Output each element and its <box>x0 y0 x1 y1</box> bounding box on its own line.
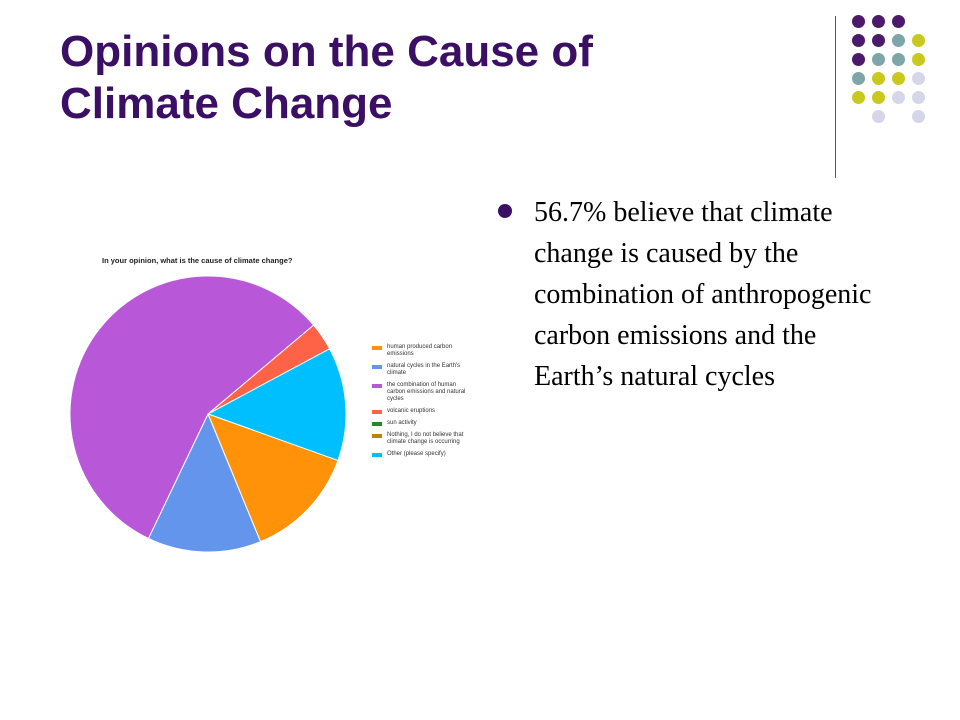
legend-label: Nothing, I do not believe that climate c… <box>387 432 464 445</box>
bullet-list: 56.7% believe that climate change is cau… <box>498 192 898 397</box>
pie-slice-other-please-specify <box>206 348 347 462</box>
legend-item: sun activity <box>372 420 467 427</box>
title-divider-line <box>835 16 836 178</box>
legend-item: Nothing, I do not believe that climate c… <box>372 432 467 446</box>
decorative-dot <box>872 15 885 28</box>
legend-label: the combination of human carbon emission… <box>387 382 466 402</box>
decorative-dot <box>892 34 905 47</box>
chart-title: In your opinion, what is the cause of cl… <box>102 256 293 265</box>
bullet-marker-icon <box>498 204 512 218</box>
legend-label: Other (please specify) <box>387 451 446 457</box>
legend-label: sun activity <box>387 420 417 426</box>
decorative-dot <box>852 72 865 85</box>
chart-legend: human produced carbon emissions natural c… <box>372 344 467 463</box>
pie-chart <box>69 275 347 553</box>
decorative-dot <box>912 53 925 66</box>
legend-item: the combination of human carbon emission… <box>372 382 467 403</box>
legend-swatch <box>372 346 382 350</box>
legend-swatch <box>372 422 382 426</box>
legend-label: volcanic eruptions <box>387 408 436 414</box>
legend-swatch <box>372 434 382 438</box>
pie-slice-natural-cycles-in-the-earth-s-climate <box>147 412 262 553</box>
legend-item: volcanic eruptions <box>372 408 467 415</box>
legend-swatch <box>372 410 382 414</box>
decorative-dot <box>852 34 865 47</box>
legend-item: Other (please specify) <box>372 451 467 458</box>
legend-item: natural cycles in the Earth's climate <box>372 363 467 377</box>
bullet-text: 56.7% believe that climate change is cau… <box>534 197 872 392</box>
decorative-dot <box>892 53 905 66</box>
decorative-dot <box>852 53 865 66</box>
decorative-dot <box>912 72 925 85</box>
decorative-dot <box>872 72 885 85</box>
legend-swatch <box>372 365 382 369</box>
decorative-dot <box>912 110 925 123</box>
decorative-dot <box>892 15 905 28</box>
bullet-item: 56.7% believe that climate change is cau… <box>498 192 898 397</box>
decorative-dot <box>912 91 925 104</box>
decorative-dot <box>852 15 865 28</box>
pie-slice-the-combination-of-human-carbon-emission <box>69 275 315 540</box>
decorative-dot <box>892 91 905 104</box>
legend-swatch <box>372 384 382 388</box>
slide-title-line-1: Opinions on the Cause of <box>60 27 593 76</box>
legend-item: human produced carbon emissions <box>372 344 467 358</box>
pie-slice-human-produced-carbon-emissions <box>207 413 339 543</box>
decorative-dot <box>872 34 885 47</box>
decorative-dot <box>872 91 885 104</box>
slide-title-line-2: Climate Change <box>60 79 393 128</box>
legend-swatch <box>372 453 382 457</box>
slide-title: Opinions on the Cause of Climate Change <box>60 26 760 130</box>
decorative-dot <box>912 34 925 47</box>
decorative-dot <box>872 53 885 66</box>
legend-label: human produced carbon emissions <box>387 344 453 357</box>
decorative-dot <box>892 72 905 85</box>
decorative-dot <box>852 91 865 104</box>
decorative-dot <box>872 110 885 123</box>
legend-label: natural cycles in the Earth's climate <box>387 363 461 376</box>
